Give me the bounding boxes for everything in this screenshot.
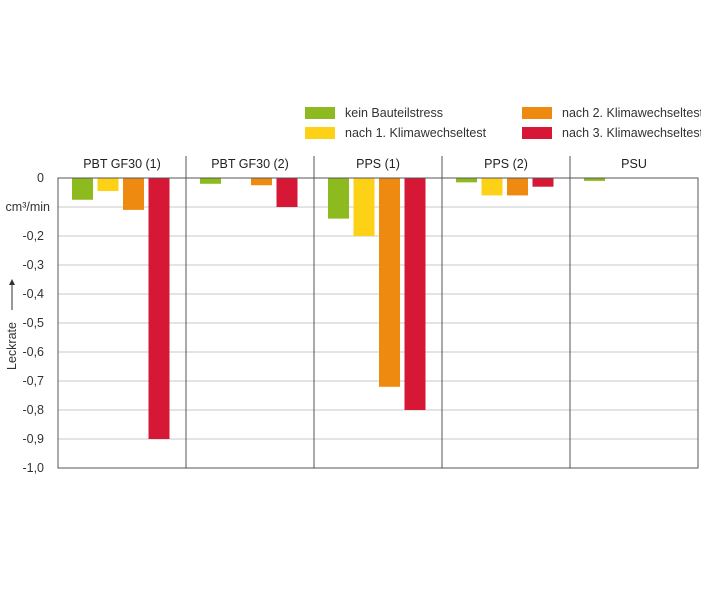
bar (200, 178, 221, 184)
legend-item: kein Bauteilstress (305, 106, 443, 120)
category-label: PSU (621, 157, 647, 171)
bar (97, 178, 119, 192)
legend-item: nach 1. Klimawechseltest (305, 126, 486, 140)
y-tick-label: -0,5 (22, 316, 44, 330)
y-tick-label: -0,4 (22, 287, 44, 301)
bar (507, 178, 528, 196)
bar (251, 178, 272, 186)
bar (456, 178, 477, 183)
y-tick-label: -0,2 (22, 229, 44, 243)
category-label: PPS (1) (356, 157, 400, 171)
legend-label: kein Bauteilstress (345, 106, 443, 120)
bar (328, 178, 349, 219)
bar (72, 178, 93, 200)
y-axis-arrow-head (9, 279, 15, 285)
y-tick-label: -0,9 (22, 432, 44, 446)
legend-item: nach 2. Klimawechseltest (522, 106, 701, 120)
y-tick-label: -1,0 (22, 461, 44, 475)
bar (276, 178, 298, 207)
legend-swatch (305, 127, 335, 139)
category-label: PBT GF30 (1) (83, 157, 161, 171)
legend-label: nach 2. Klimawechseltest (562, 106, 701, 120)
legend-swatch (522, 127, 552, 139)
bar (123, 178, 144, 210)
bar (481, 178, 503, 196)
plot-frame (57, 177, 699, 469)
y-tick-label: -0,7 (22, 374, 44, 388)
legend-label: nach 1. Klimawechseltest (345, 126, 487, 140)
y-tick-label: -0,6 (22, 345, 44, 359)
bar (532, 178, 554, 187)
legend-item: nach 3. Klimawechseltest (522, 126, 701, 140)
y-unit-label: cm³/min (6, 200, 50, 214)
bar (148, 178, 170, 439)
y-tick-label: -0,3 (22, 258, 44, 272)
legend-swatch (522, 107, 552, 119)
category-label: PPS (2) (484, 157, 528, 171)
bar (353, 178, 375, 236)
bar (584, 178, 605, 181)
legend-swatch (305, 107, 335, 119)
y-axis-label: Leckrate (5, 322, 19, 370)
bar (379, 178, 400, 387)
legend-label: nach 3. Klimawechseltest (562, 126, 701, 140)
y-tick-label: 0 (37, 171, 44, 185)
category-label: PBT GF30 (2) (211, 157, 289, 171)
bar (404, 178, 426, 410)
y-tick-label: -0,8 (22, 403, 44, 417)
